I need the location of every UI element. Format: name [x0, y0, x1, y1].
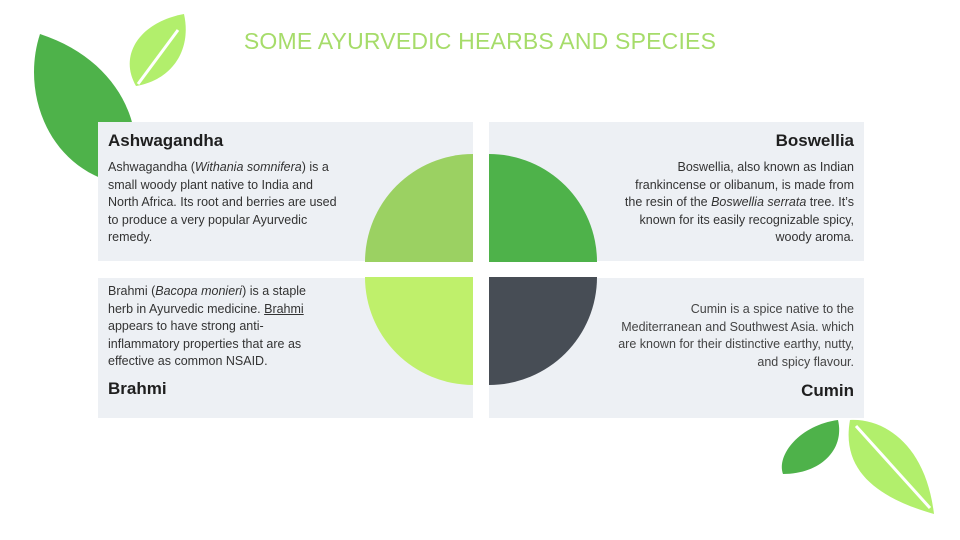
leaf-bottom-right-light-icon [848, 419, 934, 514]
card-heading-ashwagandha: Ashwagandha [108, 131, 224, 150]
card-text-cumin: Cumin is a spice native to the Mediterra… [618, 302, 854, 369]
card-heading-cumin: Cumin [801, 381, 854, 400]
card-heading-boswellia: Boswellia [775, 131, 854, 150]
card-text-boswellia: Boswellia, also known as Indian frankinc… [624, 160, 854, 244]
quadrant-bottom-left [365, 277, 473, 385]
leaf-bottom-right-dark-icon [781, 420, 840, 474]
quadrant-top-right [489, 154, 597, 262]
card-text-brahmi: Brahmi (Bacopa monieri) is a staple herb… [108, 284, 307, 368]
leaf-top-left-light-icon [129, 14, 186, 86]
card-heading-brahmi: Brahmi [108, 379, 167, 398]
card-text-ashwagandha: Ashwagandha (Withania somnifera) is a sm… [108, 160, 337, 244]
quadrant-bottom-right [489, 277, 597, 385]
quadrant-top-left [365, 154, 473, 262]
page-title: SOME AYURVEDIC HEARBS AND SPECIES [243, 28, 717, 54]
